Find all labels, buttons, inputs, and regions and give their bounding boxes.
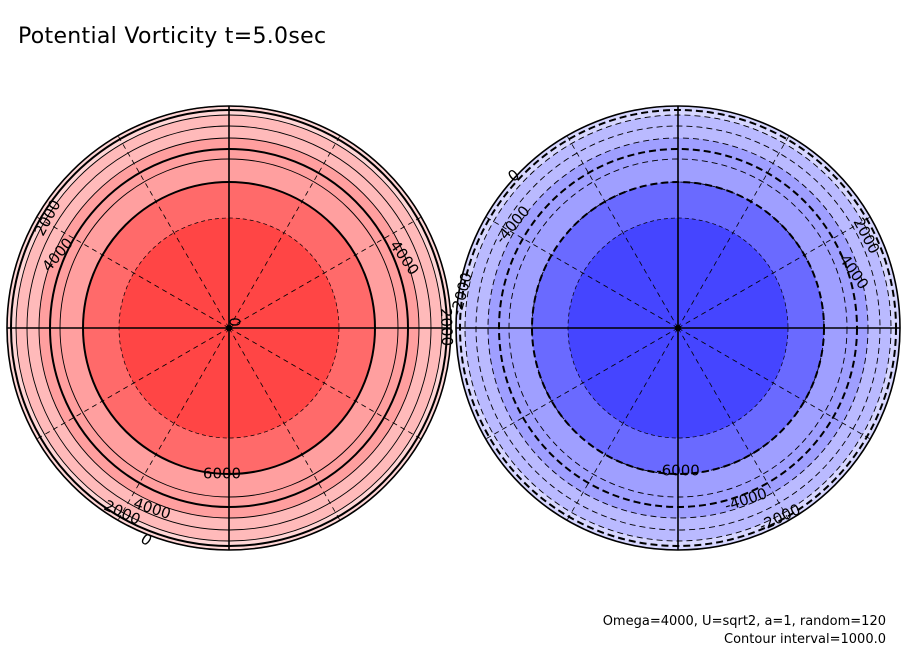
south-hemisphere-contour-label: -6000	[656, 462, 700, 480]
south-hemisphere-spoke	[677, 135, 790, 329]
north-hemisphere-spoke	[228, 135, 341, 329]
north-hemisphere-spoke	[228, 216, 422, 329]
south-hemisphere-spoke	[677, 327, 871, 440]
parameters-note: Omega=4000, U=sqrt2, a=1, random=120	[602, 614, 886, 629]
north-hemisphere-contour-label: 6000	[203, 465, 241, 483]
north-hemisphere-contour-label: 0	[137, 529, 155, 549]
south-hemisphere-spoke	[566, 327, 679, 521]
north-hemisphere-spoke	[117, 135, 230, 329]
north-hemisphere-spoke	[36, 327, 230, 440]
north-hemisphere-spoke	[228, 327, 341, 521]
south-hemisphere-spoke	[566, 135, 679, 329]
north-hemisphere-contour-label: 2000	[437, 308, 456, 347]
plot-title: Potential Vorticity t=5.0sec	[18, 24, 327, 49]
north-hemisphere-spoke	[228, 327, 422, 440]
south-hemisphere-spoke	[677, 327, 790, 521]
north-hemisphere-spoke	[117, 327, 230, 521]
contour-interval-note: Contour interval=1000.0	[724, 632, 886, 647]
north-hemisphere-center-marker	[226, 325, 232, 331]
north-hemisphere-contour-label: 0	[227, 317, 245, 327]
south-hemisphere-spoke	[677, 216, 871, 329]
south-hemisphere-center-marker	[675, 325, 681, 331]
north-hemisphere-spoke	[36, 216, 230, 329]
south-hemisphere-spoke	[485, 216, 679, 329]
south-hemisphere-spoke	[485, 327, 679, 440]
